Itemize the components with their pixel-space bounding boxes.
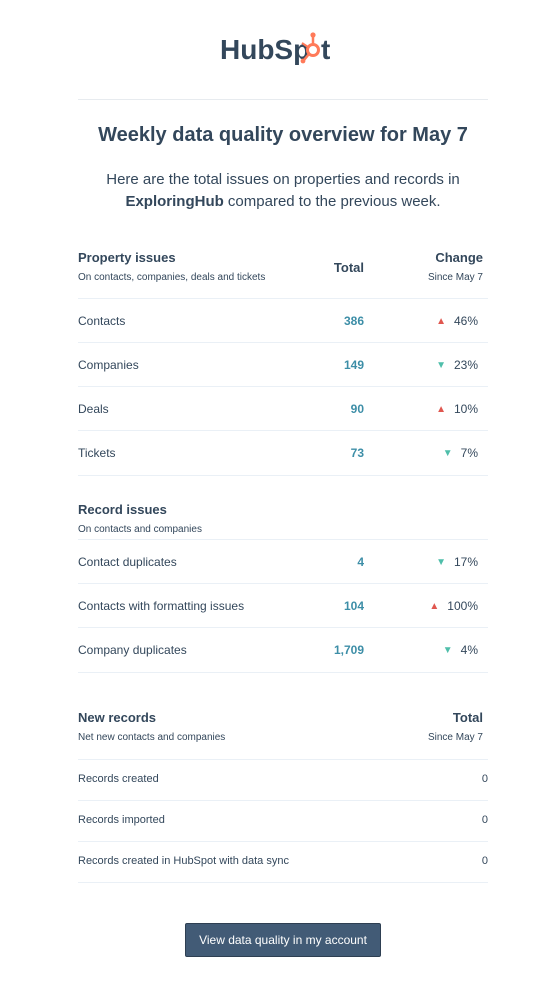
portal-name: ExploringHub	[125, 193, 224, 210]
triangle-up-icon: ▲	[429, 601, 440, 612]
row-total: 386	[343, 314, 364, 328]
record-issues-title: Record issues	[78, 502, 167, 517]
row-value: 0	[481, 855, 488, 867]
row-total: 104	[343, 599, 364, 613]
table-row: Deals 90 ▲ 10%	[78, 386, 488, 431]
view-data-quality-button[interactable]: View data quality in my account	[185, 923, 381, 957]
total-column-header: Total	[333, 260, 364, 275]
row-value: 0	[481, 773, 488, 785]
row-total: 149	[343, 358, 364, 372]
row-label: Deals	[78, 402, 109, 416]
row-label: Records created in HubSpot with data syn…	[78, 855, 289, 867]
table-row: Contacts with formatting issues 104 ▲ 100…	[78, 583, 488, 628]
row-label: Contacts	[78, 314, 126, 328]
row-change: ▼ 7%	[442, 446, 478, 460]
row-change: ▲ 100%	[429, 599, 478, 613]
hubspot-logo-icon: HubSp t	[220, 32, 330, 65]
row-label: Contact duplicates	[78, 555, 177, 569]
change-column-header: Change	[435, 250, 483, 265]
row-label: Company duplicates	[78, 643, 187, 657]
row-change: ▼ 17%	[436, 555, 478, 569]
logo-text: HubSp	[220, 34, 310, 65]
list-item: Records created in HubSpot with data syn…	[78, 841, 488, 883]
row-value: 0	[481, 814, 488, 826]
triangle-up-icon: ▲	[436, 404, 446, 415]
new-records-total-header: Total	[452, 710, 483, 725]
row-label: Records created	[78, 773, 159, 785]
intro-text: Here are the total issues on properties …	[68, 169, 498, 213]
row-label: Records imported	[78, 814, 165, 826]
row-label: Tickets	[78, 446, 116, 460]
property-issues-title: Property issues	[78, 250, 176, 265]
triangle-up-icon: ▲	[436, 316, 446, 327]
record-issues-subtitle: On contacts and companies	[78, 524, 202, 535]
list-item: Records created 0	[78, 759, 488, 800]
table-row: Company duplicates 1,709 ▼ 4%	[78, 627, 488, 673]
logo-text-end: t	[321, 34, 330, 65]
list-item: Records imported 0	[78, 800, 488, 841]
new-records-title: New records	[78, 710, 157, 725]
table-row: Companies 149 ▼ 23%	[78, 342, 488, 387]
row-total: 90	[350, 402, 364, 416]
triangle-down-icon: ▼	[436, 360, 446, 371]
row-total: 73	[350, 446, 364, 460]
row-change: ▲ 10%	[436, 402, 478, 416]
new-records-total-subheader: Since May 7	[427, 732, 483, 743]
triangle-down-icon: ▼	[442, 448, 453, 459]
row-total: 1,709	[333, 643, 364, 657]
hubspot-logo: HubSp t	[78, 30, 488, 73]
header-divider	[78, 99, 488, 100]
property-issues-subtitle: On contacts, companies, deals and ticket…	[78, 272, 266, 283]
triangle-down-icon: ▼	[442, 645, 453, 656]
triangle-down-icon: ▼	[436, 557, 446, 568]
new-records-subtitle: Net new contacts and companies	[78, 732, 226, 743]
row-change: ▼ 4%	[442, 643, 478, 657]
row-total: 4	[357, 555, 364, 569]
intro-line2: compared to the previous week.	[223, 193, 441, 210]
intro-line1: Here are the total issues on properties …	[106, 171, 460, 188]
row-change: ▲ 46%	[436, 314, 478, 328]
row-label: Contacts with formatting issues	[78, 599, 245, 613]
table-row: Contacts 386 ▲ 46%	[78, 298, 488, 343]
row-label: Companies	[78, 358, 139, 372]
change-column-subheader: Since May 7	[427, 272, 483, 283]
table-row: Tickets 73 ▼ 7%	[78, 430, 488, 476]
row-change: ▼ 23%	[436, 358, 478, 372]
sprocket-icon	[300, 32, 320, 64]
table-row: Contact duplicates 4 ▼ 17%	[78, 539, 488, 584]
page-title: Weekly data quality overview for May 7	[98, 124, 468, 146]
